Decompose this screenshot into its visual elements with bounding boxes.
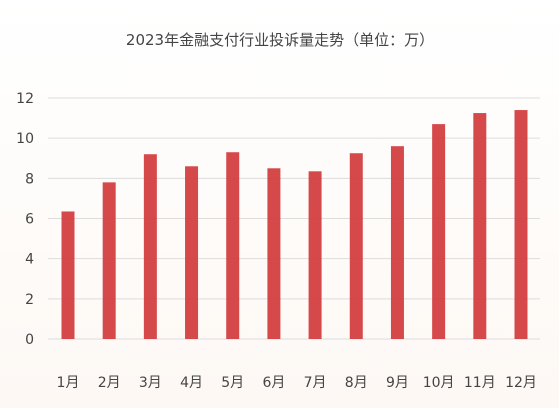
x-tick-label: 11月 xyxy=(464,375,496,391)
bar-5月 xyxy=(226,152,240,339)
bar-7月 xyxy=(308,171,322,339)
x-tick-label: 7月 xyxy=(304,375,327,391)
x-tick-label: 6月 xyxy=(262,375,285,391)
x-tick-label: 9月 xyxy=(386,375,409,391)
y-tick-label: 6 xyxy=(25,212,34,228)
x-tick-label: 5月 xyxy=(221,375,244,391)
y-tick-label: 12 xyxy=(16,91,34,107)
x-tick-label: 8月 xyxy=(345,375,368,391)
bar-2月 xyxy=(102,182,116,339)
grid-lines xyxy=(48,97,540,340)
bar-10月 xyxy=(432,124,446,339)
x-axis-tick-labels: 1月 2月 3月 4月 5月 6月 7月 8月 9月 10月 11月 12月 xyxy=(57,375,537,391)
bar-6月 xyxy=(267,168,281,339)
bar-11月 xyxy=(473,113,487,339)
x-tick-label: 2月 xyxy=(98,375,121,391)
x-tick-label: 12月 xyxy=(505,375,537,391)
y-axis-tick-labels: 0 2 4 6 8 10 12 xyxy=(16,91,34,348)
y-tick-label: 2 xyxy=(25,292,34,308)
x-tick-label: 4月 xyxy=(180,375,203,391)
bar-3月 xyxy=(143,154,157,339)
bar-9月 xyxy=(390,146,404,339)
y-tick-label: 8 xyxy=(25,171,34,187)
bar-12月 xyxy=(514,110,528,339)
bar-8月 xyxy=(349,153,363,339)
bar-4月 xyxy=(185,166,199,339)
y-tick-label: 0 xyxy=(25,332,34,348)
x-tick-label: 10月 xyxy=(423,375,455,391)
x-tick-label: 1月 xyxy=(57,375,80,391)
x-tick-label: 3月 xyxy=(139,375,162,391)
chart-title: 2023年金融支付行业投诉量走势（单位：万） xyxy=(126,31,434,49)
y-tick-label: 10 xyxy=(16,131,34,147)
bar-1月 xyxy=(61,211,75,339)
bars xyxy=(61,110,528,339)
y-tick-label: 4 xyxy=(25,252,34,268)
